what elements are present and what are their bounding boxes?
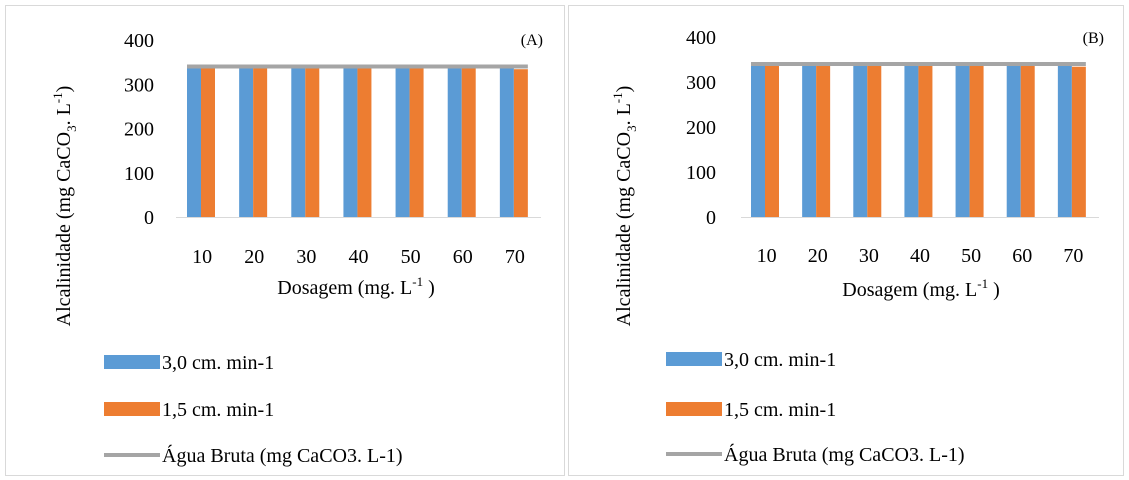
y-tick-label: 200 xyxy=(124,119,154,141)
x-axis-title: Dosagem (mg. L-1 ) xyxy=(277,274,435,299)
x-tick-label: 60 xyxy=(453,246,473,268)
bar xyxy=(867,65,882,217)
y-tick-label: 300 xyxy=(686,72,716,94)
y-tick-label: 200 xyxy=(686,117,716,139)
y-axis-title-sup: -1 xyxy=(610,92,625,103)
bar xyxy=(1057,64,1072,218)
legend-swatch xyxy=(104,355,160,369)
bar xyxy=(751,64,765,218)
x-tick-label: 20 xyxy=(808,245,828,267)
chart-b-svg: 0 100 200 300 400 10 20 30 40 50 60 70 (B) Dosagem (m… xyxy=(610,27,1104,466)
y-tick-label: 0 xyxy=(706,207,716,229)
bar xyxy=(239,67,254,217)
bar xyxy=(904,64,919,218)
chart-a-svg: 0 100 200 300 400 10 20 30 40 50 60 70 (A) Dosagem (m… xyxy=(50,30,543,467)
x-tick-label: 50 xyxy=(401,246,421,268)
chart-panel-b: 0 100 200 300 400 10 20 30 40 50 60 70 (B) Dosagem (m… xyxy=(568,5,1124,476)
bar xyxy=(853,64,868,218)
bar xyxy=(802,64,817,218)
bar xyxy=(357,68,372,217)
bar xyxy=(1006,64,1021,218)
y-axis-title-mid: . L xyxy=(53,103,75,125)
y-axis-title-sub: 3 xyxy=(64,125,79,132)
bar xyxy=(969,65,984,217)
x-tick-label: 40 xyxy=(910,245,930,267)
bar xyxy=(305,68,320,217)
x-axis-title-main: Dosagem (mg. L xyxy=(842,279,977,301)
legend-label: 1,5 cm. min-1 xyxy=(162,399,274,421)
panel-label: (B) xyxy=(1083,30,1104,47)
y-axis-title-main: Alcalinidade (mg CaCO xyxy=(613,132,635,326)
x-axis-title-sup: -1 xyxy=(977,276,988,291)
x-axis-title-end: ) xyxy=(423,277,435,299)
bar xyxy=(918,65,933,217)
legend-swatch xyxy=(666,402,722,416)
bar xyxy=(253,68,268,217)
y-tick-label: 400 xyxy=(124,30,154,52)
bar xyxy=(343,67,358,217)
y-axis-title-end: ) xyxy=(613,86,635,93)
y-tick-label: 400 xyxy=(686,27,716,49)
x-tick-label: 10 xyxy=(192,246,212,268)
x-tick-label: 30 xyxy=(859,245,879,267)
bar xyxy=(499,67,514,217)
panel-label: (A) xyxy=(521,32,543,49)
x-tick-label: 30 xyxy=(296,246,316,268)
x-tick-label: 20 xyxy=(244,246,264,268)
bar xyxy=(291,67,306,217)
x-axis-title: Dosagem (mg. L-1 ) xyxy=(842,276,1000,301)
x-axis-title-end: ) xyxy=(988,279,1000,301)
y-axis-title: Alcalinidade (mg CaCO3. L-1) xyxy=(50,86,79,327)
bar xyxy=(201,68,215,217)
x-tick-label: 40 xyxy=(349,246,369,268)
y-tick-label: 300 xyxy=(124,74,154,96)
x-tick-label: 70 xyxy=(505,246,525,268)
legend-swatch xyxy=(104,402,160,416)
y-axis-title-sup: -1 xyxy=(50,92,65,103)
y-tick-label: 0 xyxy=(144,207,154,229)
bar xyxy=(955,64,970,218)
bar xyxy=(765,65,779,217)
x-tick-label: 60 xyxy=(1012,245,1032,267)
legend-swatch xyxy=(666,352,722,366)
legend-label: 3,0 cm. min-1 xyxy=(162,352,274,374)
bar xyxy=(409,68,424,217)
x-axis-title-main: Dosagem (mg. L xyxy=(277,277,412,299)
bar xyxy=(461,68,476,217)
y-tick-label: 100 xyxy=(124,163,154,185)
y-axis-title-sub: 3 xyxy=(624,125,639,132)
y-tick-label: 100 xyxy=(686,162,716,184)
legend-label: 1,5 cm. min-1 xyxy=(724,399,836,421)
bar xyxy=(395,67,410,217)
y-axis-title-mid: . L xyxy=(613,103,635,125)
y-axis-title-end: ) xyxy=(53,86,75,93)
bar xyxy=(187,67,201,217)
bar xyxy=(447,67,462,217)
bar xyxy=(1071,66,1086,217)
chart-panel-a: 0 100 200 300 400 10 20 30 40 50 60 70 (A) Dosagem (m… xyxy=(5,5,565,476)
bar xyxy=(816,65,831,217)
legend-label: Água Bruta (mg CaCO3. L-1) xyxy=(724,443,965,466)
y-axis-title-main: Alcalinidade (mg CaCO xyxy=(53,132,75,326)
x-axis-title-sup: -1 xyxy=(412,274,423,289)
x-tick-label: 70 xyxy=(1063,245,1083,267)
bar xyxy=(1020,65,1035,217)
x-tick-label: 10 xyxy=(757,245,777,267)
bar xyxy=(513,69,528,217)
x-tick-label: 50 xyxy=(961,245,981,267)
legend-label: Água Bruta (mg CaCO3. L-1) xyxy=(162,444,403,467)
y-axis-title: Alcalinidade (mg CaCO3. L-1) xyxy=(610,86,639,327)
legend-label: 3,0 cm. min-1 xyxy=(724,349,836,371)
